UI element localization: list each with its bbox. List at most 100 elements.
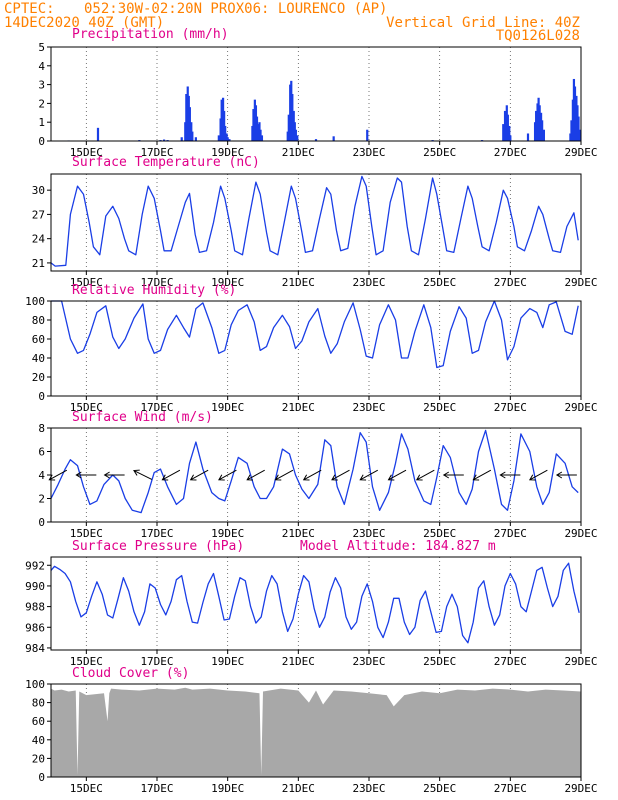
temp-ytick-label: 27: [32, 208, 45, 221]
wind-vector-arrow: [442, 471, 464, 479]
cloud-title: Cloud Cover (%): [72, 666, 189, 681]
wind-xtick-label: 29DEC: [564, 527, 597, 540]
precip-bar: [508, 125, 511, 141]
pres-subtitle: Model Altitude: 184.827 m: [300, 539, 496, 554]
temp-panel: 21 24 27 30 15DEC 17DEC 19DEC 21DEC 23DEC 25DEC 27…: [32, 155, 598, 289]
pres-ytick-label: 990: [25, 580, 45, 593]
precip-ytick-label: 5: [38, 41, 45, 54]
wind-vector-arrow: [274, 469, 294, 481]
precip-ytick-label: 2: [38, 97, 45, 110]
panels-layer: 0 1 2 3 4 5 15DEC 17DEC 19DEC 21DEC 23DEC 25DEC 27DE…: [25, 27, 597, 795]
temp-xtick-label: 15DEC: [70, 276, 103, 289]
precip-bar: [194, 137, 197, 141]
cloud-ytick-label: 40: [32, 734, 45, 747]
precip-bar: [188, 107, 191, 141]
wind-vector-arrow: [161, 469, 181, 481]
cloud-ytick-label: 100: [25, 678, 45, 691]
cloud-xtick-label: 17DEC: [140, 782, 173, 795]
wind-ytick-label: 6: [38, 446, 45, 459]
pres-xtick-label: 23DEC: [352, 655, 385, 668]
precip-bar: [509, 135, 512, 141]
temp-xtick-label: 23DEC: [352, 276, 385, 289]
precip-bar: [96, 127, 100, 141]
rh-ytick-label: 40: [32, 352, 45, 365]
temp-line: [50, 175, 579, 267]
header-grid-note: Vertical Grid Line: 40Z: [386, 15, 580, 31]
rh-xtick-label: 23DEC: [352, 401, 385, 414]
precip-ytick-label: 4: [38, 60, 45, 73]
cloud-ytick-label: 20: [32, 752, 45, 765]
temp-ytick-label: 24: [32, 233, 46, 246]
pres-xtick-label: 19DEC: [211, 655, 244, 668]
wind-vector-arrow: [359, 469, 379, 481]
cloud-xtick-label: 23DEC: [352, 782, 385, 795]
wind-vector-arrow: [415, 469, 435, 481]
wind-panel: 0 2 4 6 8 15DEC 17DEC 19DEC 21DEC 23DEC 25DEC 27DEC…: [38, 410, 597, 540]
cloud-ytick-label: 0: [38, 771, 45, 784]
wind-vector-arrow: [103, 471, 125, 479]
precip-bar: [180, 137, 183, 141]
precip-xtick-label: 29DEC: [564, 146, 597, 159]
precip-bar: [294, 129, 297, 141]
cloud-frame: [50, 683, 582, 778]
temp-ytick-label: 21: [32, 257, 45, 270]
precip-xtick-label: 17DEC: [140, 146, 173, 159]
cloud-xtick-label: 19DEC: [211, 782, 244, 795]
precip-ytick-label: 1: [38, 116, 45, 129]
precip-xtick-label: 23DEC: [352, 146, 385, 159]
rh-xtick-label: 27DEC: [494, 401, 527, 414]
wind-vector-arrow: [48, 469, 68, 481]
pres-xtick-label: 21DEC: [282, 655, 315, 668]
wind-vector-arrow: [555, 471, 577, 479]
precip-bar: [542, 129, 545, 141]
wind-vector-arrow: [302, 469, 322, 481]
temp-xtick-label: 29DEC: [564, 276, 597, 289]
pres-xtick-label: 15DEC: [70, 655, 103, 668]
precip-bar: [252, 109, 255, 141]
precip-xtick-label: 27DEC: [494, 146, 527, 159]
cloud-ytick-label: 80: [32, 697, 45, 710]
rh-xtick-label: 17DEC: [140, 401, 173, 414]
header-datetime: 14DEC2020 40Z (GMT): [4, 15, 164, 31]
precip-bar: [191, 131, 194, 141]
temp-xtick-label: 21DEC: [282, 276, 315, 289]
rh-xtick-label: 29DEC: [564, 401, 597, 414]
wind-ytick-label: 2: [38, 493, 45, 506]
precip-title: Precipitation (mm/h): [72, 27, 229, 42]
temp-xtick-label: 27DEC: [494, 276, 527, 289]
wind-ytick-label: 0: [38, 516, 45, 529]
precip-bar: [502, 124, 505, 141]
precip-xtick-label: 25DEC: [423, 146, 456, 159]
pres-xtick-label: 25DEC: [423, 655, 456, 668]
precip-bar: [220, 99, 223, 141]
temp-ytick-label: 30: [32, 184, 45, 197]
precip-ytick-label: 0: [38, 135, 45, 148]
precip-bar: [162, 139, 166, 141]
rh-ytick-label: 80: [32, 314, 45, 327]
rh-ytick-label: 100: [25, 295, 45, 308]
pres-title: Surface Pressure (hPa): [72, 539, 244, 554]
rh-ytick-label: 0: [38, 390, 45, 403]
rh-frame: [50, 300, 582, 397]
wind-xtick-label: 25DEC: [423, 527, 456, 540]
precip-bar: [314, 139, 318, 141]
precip-panel: 0 1 2 3 4 5 15DEC 17DEC 19DEC 21DEC 23DEC 25DEC 27DE…: [38, 27, 597, 159]
precip-bar: [287, 114, 290, 141]
cloud-xtick-label: 27DEC: [494, 782, 527, 795]
precip-bar: [259, 129, 262, 141]
wind-xtick-label: 23DEC: [352, 527, 385, 540]
wind-title: Surface Wind (m/s): [72, 410, 213, 425]
pres-ytick-label: 992: [25, 559, 45, 572]
cloud-xtick-label: 21DEC: [282, 782, 315, 795]
wind-ytick-label: 4: [38, 469, 45, 482]
precip-bar: [526, 133, 530, 141]
precip-bar: [255, 116, 259, 141]
rh-ytick-label: 20: [32, 371, 45, 384]
precip-bar: [260, 135, 264, 141]
wind-vector-arrow: [75, 471, 97, 479]
precip-bar: [503, 110, 507, 141]
rh-title: Relative Humidity (%): [72, 283, 236, 298]
precip-bar: [506, 114, 509, 141]
rh-panel: 0 20 40 60 80 100 15DEC 17DEC 19DEC 21DEC 23DEC 25D…: [25, 283, 597, 414]
wind-vector-arrow: [218, 469, 237, 481]
